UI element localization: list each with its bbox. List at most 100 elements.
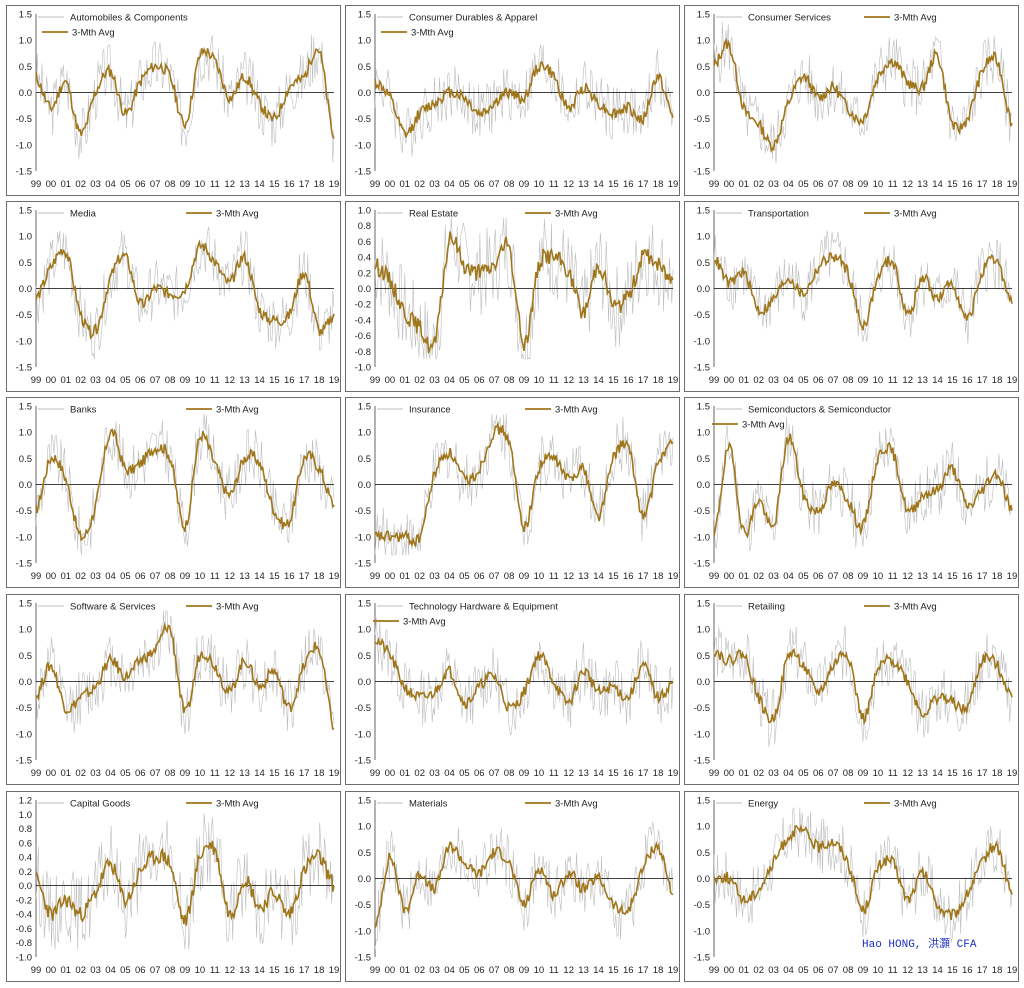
legend-label-sector: Capital Goods [70, 799, 130, 810]
x-tick-label: 99 [370, 768, 381, 779]
x-tick-label: 12 [563, 571, 574, 582]
y-tick-label: -1.0 [694, 926, 710, 937]
raw-series-line [35, 413, 335, 556]
y-tick-label: -0.8 [355, 347, 371, 358]
x-tick-label: 05 [798, 965, 809, 976]
y-tick-label: -1.5 [355, 756, 371, 767]
legend-label-avg: 3-Mth Avg [216, 602, 259, 613]
y-tick-label: 0.5 [358, 848, 371, 859]
avg-series-line [713, 647, 1013, 726]
panel-insurance: 1.5 1.0 0.5 0.0 -0.5 -1.0 -1.599 00 01 02 03 04 05 06… [345, 397, 680, 588]
x-tick-label: 19 [1007, 768, 1018, 779]
y-tick-label: -1.0 [355, 363, 371, 374]
x-tick-label: 99 [709, 768, 720, 779]
legend-label-sector: Software & Services [70, 602, 156, 613]
y-tick-label: -0.5 [355, 114, 371, 125]
y-tick-label: -0.4 [355, 315, 371, 326]
y-tick-label: 1.5 [19, 206, 32, 217]
panel-frame [684, 201, 1019, 392]
x-tick-label: 15 [947, 179, 958, 190]
y-tick-label: 1.5 [697, 402, 710, 413]
x-tick-label: 02 [753, 768, 764, 779]
x-tick-label: 12 [563, 375, 574, 386]
x-tick-label: 17 [638, 375, 649, 386]
x-tick-label: 15 [269, 768, 280, 779]
panel-frame [684, 594, 1019, 785]
y-tick-label: -1.5 [355, 953, 371, 964]
y-tick-label: 1.2 [19, 796, 32, 807]
x-tick-label: 13 [917, 768, 928, 779]
x-tick-label: 06 [813, 768, 824, 779]
x-tick-label: 18 [653, 179, 664, 190]
x-tick-label: 01 [61, 571, 72, 582]
x-tick-label: 03 [768, 965, 779, 976]
x-tick-label: 10 [873, 965, 884, 976]
x-tick-label: 19 [329, 179, 340, 190]
x-tick-label: 99 [31, 768, 42, 779]
x-tick-label: 17 [977, 965, 988, 976]
y-tick-label: 1.0 [697, 232, 710, 243]
y-tick-label: 0.5 [19, 454, 32, 465]
x-tick-label: 12 [563, 768, 574, 779]
x-tick-label: 07 [150, 768, 161, 779]
x-tick-label: 02 [753, 375, 764, 386]
x-tick-label: 99 [709, 375, 720, 386]
x-tick-label: 05 [459, 571, 470, 582]
x-tick-label: 00 [724, 375, 735, 386]
x-tick-label: 04 [783, 179, 794, 190]
x-tick-label: 06 [474, 571, 485, 582]
x-tick-label: 05 [459, 965, 470, 976]
y-tick-label: -1.0 [16, 953, 32, 964]
avg-series-line [374, 421, 674, 548]
y-tick-label: -1.5 [355, 167, 371, 178]
avg-series-line [35, 46, 335, 139]
y-tick-label: 1.0 [358, 625, 371, 636]
y-tick-label: -1.0 [355, 729, 371, 740]
x-tick-label: 10 [873, 179, 884, 190]
x-tick-label: 06 [474, 768, 485, 779]
x-tick-label: 05 [798, 571, 809, 582]
panel-frame [684, 397, 1019, 588]
x-tick-label: 15 [269, 375, 280, 386]
x-tick-label: 09 [858, 965, 869, 976]
y-tick-label: -0.5 [355, 506, 371, 517]
x-tick-label: 12 [902, 571, 913, 582]
legend-label-avg: 3-Mth Avg [894, 799, 937, 810]
x-tick-label: 02 [75, 375, 86, 386]
legend-label-avg: 3-Mth Avg [555, 405, 598, 416]
y-tick-label: 0.0 [358, 874, 371, 885]
x-tick-label: 16 [962, 571, 973, 582]
x-tick-label: 01 [61, 375, 72, 386]
y-tick-label: -0.2 [16, 895, 32, 906]
x-tick-label: 00 [385, 768, 396, 779]
panel-materials: 1.5 1.0 0.5 0.0 -0.5 -1.0 -1.599 00 01 02 03 04 05 06… [345, 791, 680, 982]
x-tick-label: 13 [239, 768, 250, 779]
x-tick-label: 17 [977, 768, 988, 779]
x-tick-label: 05 [459, 375, 470, 386]
x-tick-label: 17 [299, 375, 310, 386]
x-tick-label: 06 [813, 375, 824, 386]
panel-frame [345, 5, 680, 196]
x-tick-label: 09 [519, 768, 530, 779]
x-tick-label: 10 [195, 571, 206, 582]
x-tick-label: 13 [239, 375, 250, 386]
raw-series-line [713, 625, 1013, 748]
x-tick-label: 18 [992, 375, 1003, 386]
x-tick-label: 03 [429, 375, 440, 386]
x-tick-label: 13 [578, 965, 589, 976]
x-tick-label: 11 [549, 965, 559, 976]
x-tick-label: 00 [724, 571, 735, 582]
x-tick-label: 15 [608, 375, 619, 386]
x-tick-label: 11 [210, 768, 220, 779]
y-tick-label: 0.0 [697, 284, 710, 295]
y-tick-label: 1.5 [19, 402, 32, 413]
x-tick-label: 17 [299, 571, 310, 582]
x-tick-label: 18 [314, 571, 325, 582]
x-tick-label: 07 [150, 179, 161, 190]
x-tick-label: 14 [254, 179, 265, 190]
x-tick-label: 19 [1007, 179, 1018, 190]
raw-series-line [35, 34, 335, 163]
x-tick-label: 07 [489, 768, 500, 779]
x-tick-label: 19 [668, 375, 679, 386]
